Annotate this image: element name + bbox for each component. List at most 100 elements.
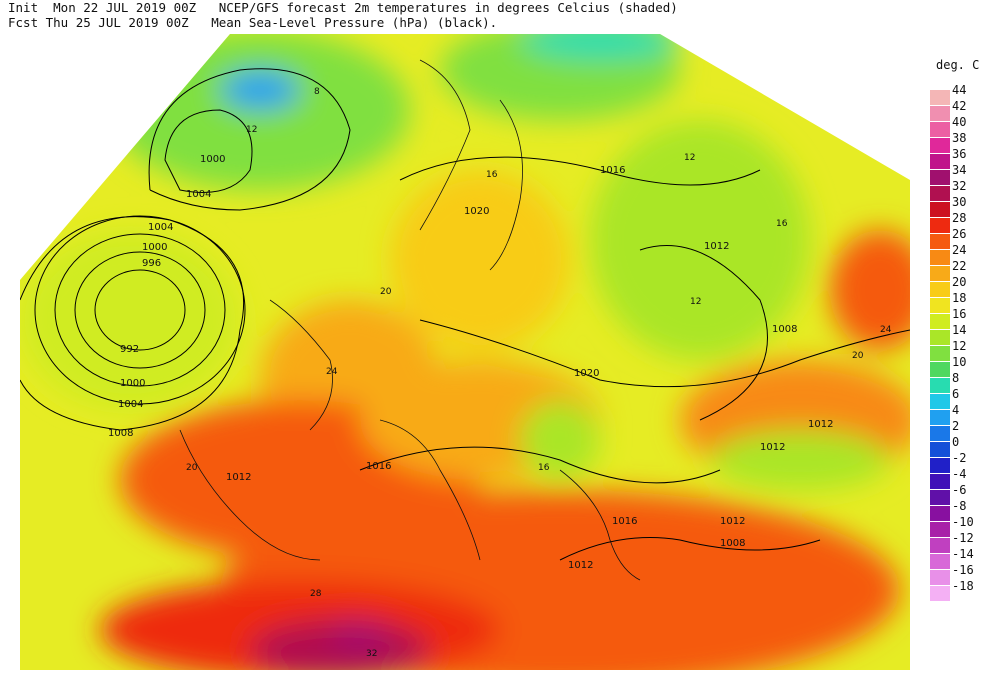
legend-label: -8 — [952, 499, 967, 513]
legend-label: 36 — [952, 147, 967, 161]
legend-row: 22 — [926, 259, 996, 282]
legend-row: -8 — [926, 499, 996, 522]
legend-label: 16 — [952, 307, 967, 321]
legend-row: 8 — [926, 371, 996, 394]
temperature-label: 16 — [538, 463, 550, 473]
isobar-label: 1020 — [574, 368, 599, 379]
legend-label: 28 — [952, 211, 967, 225]
isobars — [20, 68, 910, 561]
legend-swatch — [930, 410, 950, 426]
legend-swatch — [930, 106, 950, 122]
isobar-label: 1004 — [118, 399, 143, 410]
legend-row: 28 — [926, 211, 996, 234]
legend-swatch — [930, 394, 950, 410]
temperature-label: 16 — [776, 219, 788, 229]
legend-row: -6 — [926, 483, 996, 506]
legend-row: 34 — [926, 163, 996, 186]
fcst-line: Fcst Thu 25 JUL 2019 00Z Mean Sea-Level … — [8, 15, 498, 30]
isobar-label: 1012 — [568, 560, 593, 571]
legend-label: 10 — [952, 355, 967, 369]
legend-row: 26 — [926, 227, 996, 250]
temperature-label: 16 — [486, 170, 498, 180]
legend-row: 24 — [926, 243, 996, 266]
init-line: Init Mon 22 JUL 2019 00Z NCEP/GFS foreca… — [8, 0, 678, 15]
isobar-label-layer: 1000 1004 1004 1000 996 992 1000 1004 10… — [108, 154, 833, 571]
isobar-label: 1008 — [720, 538, 745, 549]
legend-row: 10 — [926, 355, 996, 378]
legend-row: 2 — [926, 419, 996, 442]
legend-row: 14 — [926, 323, 996, 346]
legend-row: 20 — [926, 275, 996, 298]
legend-row: 4 — [926, 403, 996, 426]
legend-label: -10 — [952, 515, 974, 529]
legend-row: -12 — [926, 531, 996, 554]
temperature-label: 8 — [314, 87, 320, 97]
temperature-label: 24 — [880, 325, 892, 335]
legend-label: 12 — [952, 339, 967, 353]
legend-row: -14 — [926, 547, 996, 570]
legend-label: 26 — [952, 227, 967, 241]
isobar-label: 1012 — [760, 442, 785, 453]
legend-label: -12 — [952, 531, 974, 545]
isobar-label: 1016 — [366, 461, 391, 472]
legend-label: 24 — [952, 243, 967, 257]
legend-row: 0 — [926, 435, 996, 458]
legend-swatch — [930, 346, 950, 362]
legend-row: 16 — [926, 307, 996, 330]
legend-label: -18 — [952, 579, 974, 593]
legend-row: 18 — [926, 291, 996, 314]
legend-swatch — [930, 90, 950, 106]
temperature-label-layer: 8 12 12 16 20 24 28 32 16 20 24 20 16 12 — [186, 87, 892, 659]
isobar-label: 1008 — [108, 428, 133, 439]
legend-label: -2 — [952, 451, 967, 465]
legend-label: 6 — [952, 387, 960, 401]
legend-label: 4 — [952, 403, 960, 417]
temperature-label: 20 — [852, 351, 864, 361]
temperature-label: 12 — [684, 153, 695, 163]
temperature-label: 24 — [326, 367, 338, 377]
legend-swatch — [930, 186, 950, 202]
legend-label: 18 — [952, 291, 967, 305]
legend-label: 8 — [952, 371, 960, 385]
legend-swatch — [930, 554, 950, 570]
isobar-label: 1012 — [808, 419, 833, 430]
legend-swatch — [930, 442, 950, 458]
legend-swatch — [930, 330, 950, 346]
legend-swatch — [930, 218, 950, 234]
legend-swatch — [930, 362, 950, 378]
legend-row: -16 — [926, 563, 996, 586]
legend-label: -14 — [952, 547, 974, 561]
legend-label: 38 — [952, 131, 967, 145]
legend-swatch — [930, 250, 950, 266]
legend-label: -16 — [952, 563, 974, 577]
legend-label: 20 — [952, 275, 967, 289]
isobar-label: 1012 — [720, 516, 745, 527]
legend-swatch — [930, 154, 950, 170]
legend-label: 2 — [952, 419, 960, 433]
legend-row: 44 — [926, 83, 996, 106]
legend-row: -10 — [926, 515, 996, 538]
legend-swatch — [930, 490, 950, 506]
legend-swatch — [930, 586, 950, 602]
legend-row: 32 — [926, 179, 996, 202]
legend-label: 32 — [952, 179, 967, 193]
legend-swatch — [930, 202, 950, 218]
legend-label: 0 — [952, 435, 960, 449]
isobar-label: 1008 — [772, 324, 797, 335]
legend-swatch — [930, 474, 950, 490]
legend-swatch — [930, 266, 950, 282]
legend-row: 38 — [926, 131, 996, 154]
legend-row: 42 — [926, 99, 996, 122]
isobar-label: 1012 — [226, 472, 251, 483]
legend-row: 36 — [926, 147, 996, 170]
temperature-field — [20, 34, 910, 670]
isobar-label: 1000 — [120, 378, 145, 389]
legend-swatch — [930, 298, 950, 314]
legend-swatch — [930, 458, 950, 474]
legend-label: 30 — [952, 195, 967, 209]
legend-label: 34 — [952, 163, 967, 177]
isobar-label: 1016 — [612, 516, 637, 527]
temperature-label: 20 — [186, 463, 198, 473]
isobar-label: 1016 — [600, 165, 625, 176]
isobar-label: 1020 — [464, 206, 489, 217]
